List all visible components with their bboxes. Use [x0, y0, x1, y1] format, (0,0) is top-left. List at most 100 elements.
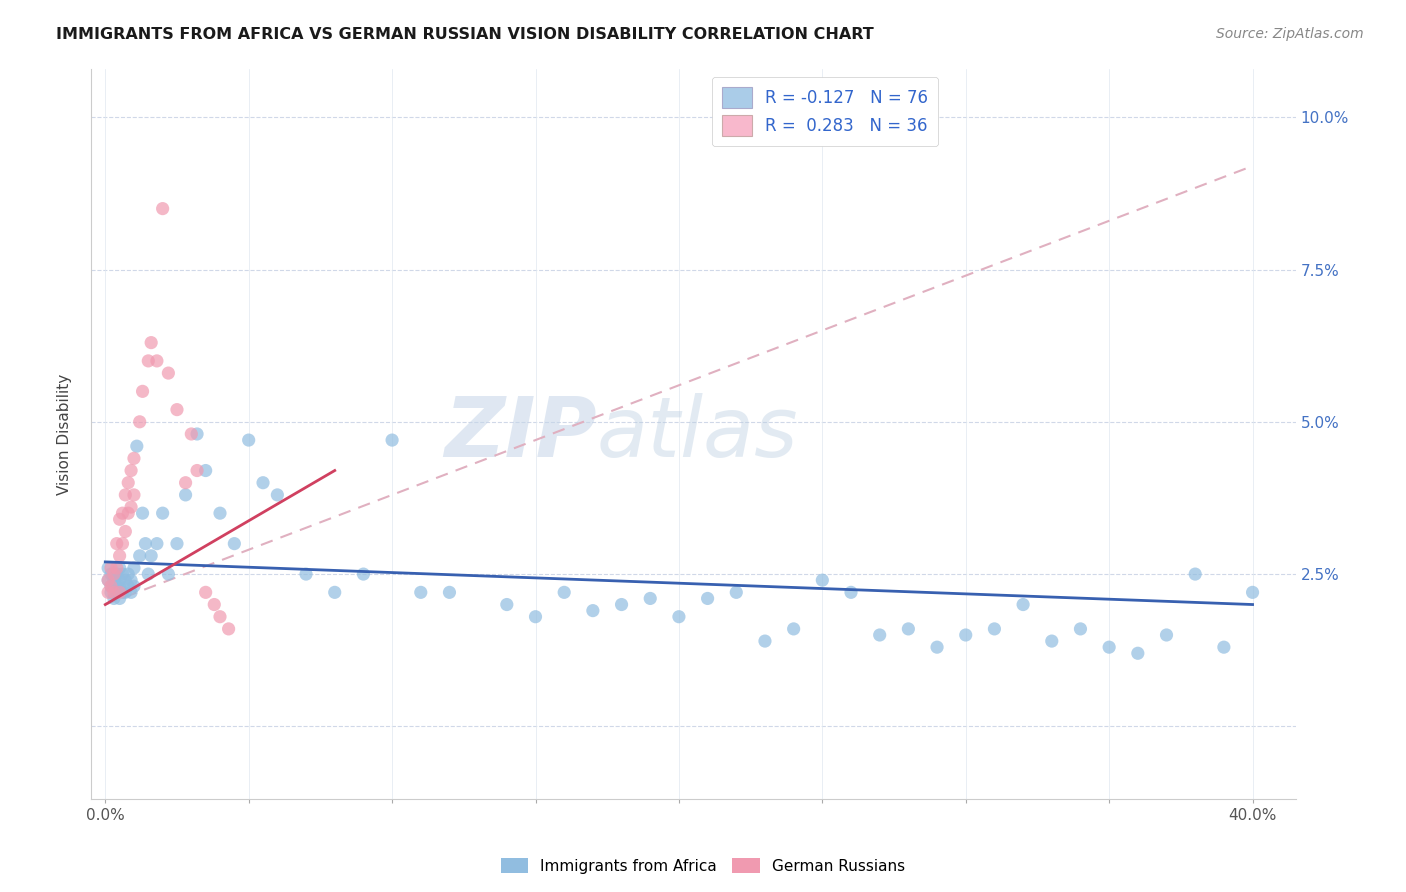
Point	[114, 573, 136, 587]
Point	[97, 573, 120, 587]
Point	[100, 561, 122, 575]
Point	[103, 591, 125, 606]
Point	[100, 579, 122, 593]
Point	[122, 561, 145, 575]
Text: atlas: atlas	[598, 393, 799, 475]
Point	[111, 585, 134, 599]
Point	[120, 500, 142, 514]
Point	[108, 591, 131, 606]
Point	[122, 579, 145, 593]
Y-axis label: Vision Disability: Vision Disability	[58, 374, 72, 494]
Point	[166, 402, 188, 417]
Point	[202, 598, 225, 612]
Point	[136, 567, 159, 582]
Point	[131, 506, 153, 520]
Point	[194, 464, 217, 478]
Point	[97, 585, 120, 599]
Point	[152, 202, 174, 216]
Point	[553, 585, 575, 599]
Point	[186, 464, 208, 478]
Point	[208, 609, 231, 624]
Point	[495, 598, 517, 612]
Point	[108, 579, 131, 593]
Point	[108, 549, 131, 563]
Point	[174, 488, 197, 502]
Point	[409, 585, 432, 599]
Point	[983, 622, 1005, 636]
Point	[114, 524, 136, 539]
Point	[122, 488, 145, 502]
Point	[100, 585, 122, 599]
Point	[152, 506, 174, 520]
Point	[117, 506, 139, 520]
Point	[811, 573, 834, 587]
Point	[114, 585, 136, 599]
Point	[1212, 640, 1234, 655]
Point	[105, 567, 128, 582]
Point	[582, 604, 605, 618]
Point	[1184, 567, 1206, 582]
Point	[108, 573, 131, 587]
Point	[120, 573, 142, 587]
Point	[782, 622, 804, 636]
Point	[103, 573, 125, 587]
Point	[897, 622, 920, 636]
Point	[108, 561, 131, 575]
Point	[439, 585, 461, 599]
Point	[141, 335, 163, 350]
Point	[105, 536, 128, 550]
Point	[125, 439, 148, 453]
Point	[141, 549, 163, 563]
Point	[352, 567, 374, 582]
Point	[100, 567, 122, 582]
Point	[238, 433, 260, 447]
Text: IMMIGRANTS FROM AFRICA VS GERMAN RUSSIAN VISION DISABILITY CORRELATION CHART: IMMIGRANTS FROM AFRICA VS GERMAN RUSSIAN…	[56, 27, 875, 42]
Point	[117, 579, 139, 593]
Point	[186, 427, 208, 442]
Legend: R = -0.127   N = 76, R =  0.283   N = 36: R = -0.127 N = 76, R = 0.283 N = 36	[711, 77, 938, 146]
Point	[174, 475, 197, 490]
Point	[218, 622, 240, 636]
Point	[839, 585, 862, 599]
Point	[194, 585, 217, 599]
Point	[100, 579, 122, 593]
Point	[157, 567, 180, 582]
Point	[146, 354, 169, 368]
Point	[1241, 585, 1264, 599]
Point	[725, 585, 748, 599]
Point	[1126, 646, 1149, 660]
Point	[252, 475, 274, 490]
Point	[97, 561, 120, 575]
Point	[925, 640, 948, 655]
Point	[111, 567, 134, 582]
Point	[295, 567, 318, 582]
Point	[111, 536, 134, 550]
Point	[103, 567, 125, 582]
Point	[180, 427, 202, 442]
Text: ZIP: ZIP	[444, 393, 598, 475]
Point	[1098, 640, 1121, 655]
Point	[208, 506, 231, 520]
Point	[166, 536, 188, 550]
Point	[610, 598, 633, 612]
Point	[1156, 628, 1178, 642]
Point	[696, 591, 718, 606]
Point	[1012, 598, 1035, 612]
Point	[381, 433, 404, 447]
Point	[128, 415, 150, 429]
Point	[120, 464, 142, 478]
Point	[108, 512, 131, 526]
Point	[97, 573, 120, 587]
Point	[668, 609, 690, 624]
Point	[105, 585, 128, 599]
Legend: Immigrants from Africa, German Russians: Immigrants from Africa, German Russians	[495, 852, 911, 880]
Point	[114, 488, 136, 502]
Point	[111, 506, 134, 520]
Point	[103, 579, 125, 593]
Point	[323, 585, 346, 599]
Point	[638, 591, 661, 606]
Point	[754, 634, 776, 648]
Point	[1040, 634, 1063, 648]
Text: Source: ZipAtlas.com: Source: ZipAtlas.com	[1216, 27, 1364, 41]
Point	[136, 354, 159, 368]
